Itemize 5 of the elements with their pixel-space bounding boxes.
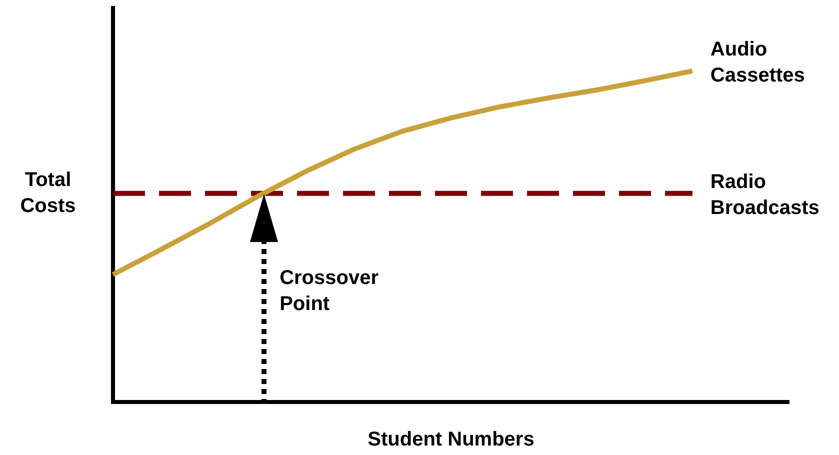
x-axis-title: Student Numbers — [368, 428, 534, 451]
y-axis-title: Total Costs — [20, 168, 76, 217]
series-label: Audio Cassettes — [710, 38, 805, 86]
annotation: Crossover Point — [280, 266, 379, 315]
series-label: Radio Broadcasts — [710, 170, 820, 219]
